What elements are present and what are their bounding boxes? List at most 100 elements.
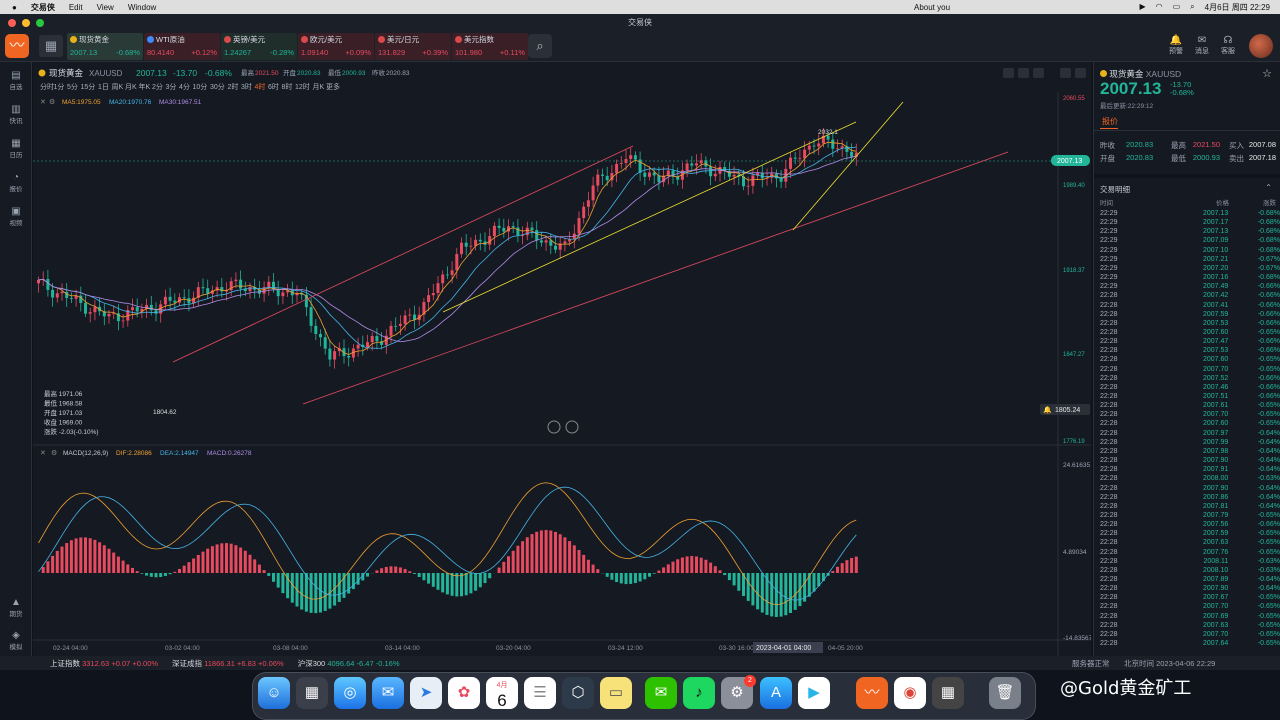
- macd-bar: [685, 556, 689, 573]
- tick-row: 22:29 2007.13 -0.68%: [1100, 228, 1280, 236]
- search-icon[interactable]: ⌕: [1190, 1, 1195, 11]
- period-option[interactable]: 10分: [193, 82, 208, 91]
- support-button[interactable]: ☊ 客服: [1218, 35, 1238, 56]
- collapse-chevron-icon[interactable]: ⌃: [1265, 183, 1272, 192]
- next-button[interactable]: [565, 420, 579, 434]
- app-store-icon[interactable]: A: [760, 677, 792, 709]
- sidebar-item-calendar[interactable]: ▦ 日历: [0, 138, 32, 159]
- macd-bar: [582, 554, 586, 573]
- macd-bar: [88, 538, 92, 573]
- alert-button[interactable]: 🔔 预警: [1166, 35, 1186, 56]
- tick-row: 22:28 2008.00 -0.63%: [1100, 475, 1280, 483]
- period-option[interactable]: 4时: [255, 82, 266, 91]
- sidebar-item-simulation[interactable]: ◈ 模拟: [0, 630, 32, 651]
- ticker-card[interactable]: 美元指数 101.980 +0.11%: [452, 33, 528, 60]
- sidebar-item-futures[interactable]: ▲ 期货: [0, 597, 32, 618]
- menu-edit[interactable]: Edit: [68, 2, 83, 12]
- app-logo-icon[interactable]: 〰: [5, 34, 29, 58]
- period-option[interactable]: 年K: [139, 82, 151, 91]
- period-option[interactable]: 更多: [326, 82, 340, 91]
- period-option[interactable]: 12时: [295, 82, 310, 91]
- star-icon[interactable]: ☆: [1262, 68, 1272, 80]
- kline-chart-svg[interactable]: 现货黄金 XAUUSD 2007.13 -13.70 -0.68% 最高 2021.50 开盘…: [33, 62, 1093, 656]
- candle-body: [666, 170, 670, 176]
- index-item[interactable]: 深证成指 11866.31 +6.83 +0.06%: [172, 658, 284, 668]
- period-option[interactable]: 3时: [241, 82, 252, 91]
- trash-icon[interactable]: 🗑: [989, 677, 1021, 709]
- maps-icon[interactable]: ➤: [410, 677, 442, 709]
- draw-tool-icon[interactable]: [1003, 68, 1014, 78]
- ticker-card[interactable]: 欧元/美元 1.09140 +0.09%: [298, 33, 374, 60]
- period-option[interactable]: 2分: [152, 82, 163, 91]
- network-icon[interactable]: ⬡: [562, 677, 594, 709]
- period-option[interactable]: 5分: [67, 82, 78, 91]
- sidebar-item-news[interactable]: ▥ 快讯: [0, 104, 32, 125]
- avatar[interactable]: [1249, 34, 1273, 58]
- video-player-icon[interactable]: ▶: [798, 677, 830, 709]
- tab-quote[interactable]: 报价: [1102, 117, 1118, 126]
- menu-view[interactable]: View: [96, 2, 114, 12]
- launchpad-icon[interactable]: ▦: [296, 677, 328, 709]
- period-option[interactable]: 1日: [98, 83, 109, 91]
- ticker-card[interactable]: 英镑/美元 1.24267 -0.28%: [221, 33, 297, 60]
- zoom-window-button[interactable]: [36, 19, 44, 27]
- apple-icon[interactable]: ●: [12, 2, 17, 12]
- app-menu[interactable]: 交易侠: [30, 2, 55, 12]
- ticker-card[interactable]: 美元/日元 131.829 +0.39%: [375, 33, 451, 60]
- flag-icon[interactable]: [1033, 68, 1044, 78]
- sidebar-item-video[interactable]: ▣ 视频: [0, 206, 32, 227]
- mail-icon[interactable]: ✉: [372, 677, 404, 709]
- search-button[interactable]: ⌕: [528, 34, 552, 58]
- calendar-app-icon[interactable]: 4月 6: [486, 677, 518, 710]
- period-option[interactable]: 月K: [125, 83, 137, 91]
- menu-window[interactable]: Window: [127, 2, 157, 12]
- chart-stat-prev-close: 2020.83: [386, 70, 410, 77]
- finder-icon[interactable]: ☺: [258, 677, 290, 709]
- chrome-icon[interactable]: ◉: [894, 677, 926, 709]
- layout-grid-button[interactable]: ▦: [39, 35, 63, 57]
- expand-icon[interactable]: [1060, 68, 1071, 78]
- close-window-button[interactable]: [8, 19, 16, 27]
- period-option[interactable]: 月K: [313, 83, 325, 91]
- tick-row: 22:28 2007.47 -0.66%: [1100, 338, 1280, 346]
- previous-button[interactable]: [547, 420, 561, 434]
- list-icon: ▤: [11, 70, 21, 81]
- wifi-icon[interactable]: ◠: [1155, 1, 1163, 11]
- index-item[interactable]: 沪深300 4096.64 -6.47 -0.16%: [297, 658, 400, 668]
- period-option[interactable]: 30分: [210, 82, 225, 91]
- period-option[interactable]: 8时: [282, 82, 293, 91]
- messages-button[interactable]: ✉ 消息: [1192, 35, 1212, 56]
- close-icon[interactable]: [1075, 68, 1086, 78]
- safari-icon[interactable]: ◎: [334, 677, 366, 709]
- minimize-window-button[interactable]: [22, 19, 30, 27]
- sidebar-item-quotes[interactable]: ◔ 报价: [0, 172, 32, 193]
- tick-row: 22:28 2007.70 -0.65%: [1100, 365, 1280, 373]
- period-option[interactable]: 分时: [40, 82, 54, 91]
- photos-icon[interactable]: ✿: [448, 677, 480, 709]
- macd-bar: [732, 573, 736, 586]
- media-icon[interactable]: ▶: [1139, 1, 1146, 11]
- sidebar-label: 日历: [9, 152, 23, 159]
- clock-text[interactable]: 4月6日 周四 22:29: [1204, 2, 1270, 12]
- reminders-icon[interactable]: ☰: [524, 677, 556, 709]
- period-option[interactable]: 6时: [268, 82, 279, 91]
- trading-app-dock-icon[interactable]: 〰: [856, 677, 888, 709]
- period-option[interactable]: 3分: [166, 82, 177, 91]
- music-icon[interactable]: ♪: [683, 677, 715, 709]
- chart-area[interactable]: 现货黄金 XAUUSD 2007.13 -13.70 -0.68% 最高 2021.50 开盘…: [33, 62, 1093, 656]
- index-item[interactable]: 上证指数 3312.63 +0.07 +0.00%: [50, 658, 159, 668]
- pencil-icon[interactable]: [1018, 68, 1029, 78]
- period-option[interactable]: 周K: [112, 83, 124, 91]
- battery-icon[interactable]: ▭: [1172, 1, 1181, 11]
- period-option[interactable]: 1分: [54, 82, 65, 91]
- calculator-icon[interactable]: ▦: [932, 677, 964, 709]
- period-option[interactable]: 15分: [81, 82, 96, 91]
- tick-row: 22:28 2007.97 -0.64%: [1100, 429, 1280, 437]
- wechat-icon[interactable]: ✉: [645, 677, 677, 709]
- period-option[interactable]: 2时: [228, 82, 239, 91]
- period-option[interactable]: 4分: [179, 82, 190, 91]
- notes-icon[interactable]: ▭: [600, 677, 632, 709]
- ticker-card[interactable]: WTI原油 80.4140 +0.12%: [144, 33, 220, 60]
- sidebar-item-watchlist[interactable]: ▤ 自选: [0, 70, 32, 91]
- ticker-card[interactable]: 现货黄金 2007.13 -0.68%: [67, 33, 143, 60]
